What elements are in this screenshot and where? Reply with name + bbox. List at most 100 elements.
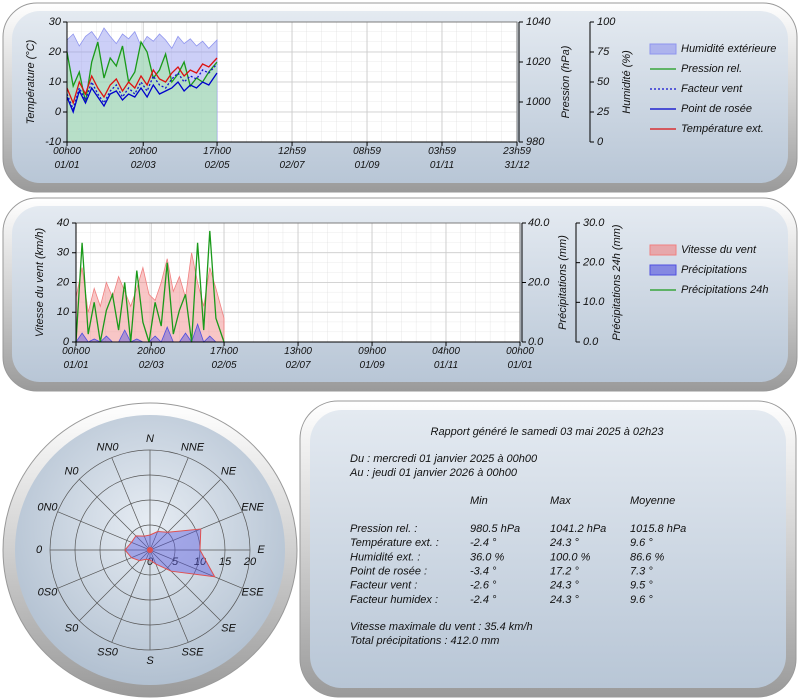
legend-label: Pression rel.: [681, 63, 742, 75]
direction-label: ENE: [241, 501, 264, 513]
legend-label: Humidité extérieure: [681, 43, 776, 55]
y-tick-label: 20: [48, 46, 62, 58]
report-label: Facteur vent :: [350, 580, 417, 592]
series-line: [66, 57, 218, 105]
x-tick-label: 23h59 31/12: [503, 146, 531, 171]
report-value: 86.6 %: [630, 551, 664, 563]
report-value: 980.5 hPa: [470, 523, 520, 535]
spoke: [79, 479, 151, 551]
x-tick-label: 00h00 01/01: [62, 346, 90, 371]
series-line: [66, 72, 218, 114]
r-tick-label: 15: [219, 556, 232, 568]
report-value: 17.2 °: [550, 566, 579, 578]
y-tick-label: 0: [55, 106, 62, 118]
spoke: [57, 511, 151, 551]
report-value: 24.3 °: [549, 580, 579, 592]
report-from: Du : mercredi 01 janvier 2025 à 00h00: [350, 453, 538, 465]
x-tick-label: 08h59 01/09: [353, 146, 381, 171]
legend-swatch: [649, 43, 677, 55]
column-header: Moyenne: [630, 495, 675, 507]
y-tick-label: 10: [49, 76, 62, 88]
direction-label: ESE: [242, 586, 265, 598]
report-value: 24.3 °: [549, 594, 579, 606]
report-value: 24.3 °: [549, 537, 579, 549]
y-tick-label: 100: [597, 16, 616, 28]
y-tick-label: 20: [56, 276, 70, 288]
series-area: [75, 322, 224, 343]
report-value: 9.6 °: [630, 537, 653, 549]
x-tick-label: 20h00 02/03: [137, 346, 166, 371]
y-tick-label: 1020: [526, 56, 551, 68]
spoke: [111, 549, 151, 643]
x-tick-label: 12h59 02/07: [278, 146, 306, 171]
y-tick-label: 50: [597, 76, 610, 88]
y-tick-label: 1000: [526, 96, 551, 108]
direction-label: N: [146, 433, 154, 445]
legend-swatch: [649, 244, 677, 256]
report-value: -2.6 °: [470, 580, 497, 592]
report-value: -2.4 °: [470, 537, 497, 549]
direction-label: S: [146, 655, 154, 667]
r-tick-label: 5: [172, 556, 179, 568]
spoke: [149, 549, 221, 621]
report-label: Facteur humidex :: [350, 594, 438, 606]
y-tick-label: 75: [597, 46, 610, 58]
y-tick-label: 30: [49, 16, 62, 28]
series-fill: [67, 42, 217, 142]
report-panel: [310, 410, 786, 688]
spoke: [111, 457, 151, 551]
report-max-wind: Vitesse maximale du vent : 35.4 km/h: [350, 621, 533, 633]
report-value: 9.5 °: [630, 580, 653, 592]
report-label: Température ext. :: [350, 537, 439, 549]
y-tick-label: 0.0: [528, 336, 544, 348]
y-tick-label: 30: [57, 247, 70, 259]
center-dot: [147, 547, 153, 553]
y-tick-label: 0: [597, 136, 604, 148]
x-tick-label: 17h00 02/05: [210, 346, 238, 371]
axis-title: Vitesse du vent (km/h): [34, 228, 46, 338]
report-value: -2.4 °: [470, 594, 497, 606]
y-tick-label: 10: [57, 306, 70, 318]
y-tick-label: 20.0: [527, 276, 550, 288]
r-tick-label: 20: [243, 556, 257, 568]
axis-title: Pression (hPa): [560, 45, 572, 118]
legend-label: Facteur vent: [681, 83, 743, 95]
direction-label: NNE: [181, 441, 205, 453]
report-label: Pression rel. :: [350, 523, 417, 535]
y-tick-label: 30.0: [583, 217, 605, 229]
rose-area: [124, 528, 216, 578]
report-value: 1041.2 hPa: [550, 523, 606, 535]
y-tick-label: 1040: [526, 16, 551, 28]
series-line: [66, 40, 218, 103]
spoke: [149, 511, 243, 551]
report-total-rain: Total précipitations : 412.0 mm: [350, 635, 499, 647]
x-tick-label: 09h00 01/09: [358, 346, 386, 371]
report-label: Point de rosée :: [350, 566, 427, 578]
y-tick-label: 980: [526, 136, 545, 148]
axis-title: Précipitations (mm): [557, 235, 569, 330]
x-tick-label: 13h00 02/07: [284, 346, 312, 371]
direction-label: E: [257, 544, 265, 556]
direction-label: SE: [221, 622, 236, 634]
direction-label: SSE: [181, 646, 204, 658]
report-to: Au : jeudi 01 janvier 2026 à 00h00: [349, 467, 518, 479]
spoke: [149, 549, 189, 643]
y-tick-label: 25: [596, 106, 610, 118]
r-tick-label: 0: [147, 556, 154, 568]
axis-title: Précipitations 24h (mm): [611, 224, 623, 340]
x-tick-label: 00h00 01/01: [53, 146, 81, 171]
report-value: 100.0 %: [550, 551, 591, 563]
direction-label: 0N0: [37, 501, 58, 513]
direction-label: 0: [36, 544, 43, 556]
spoke: [149, 479, 221, 551]
report-value: -3.4 °: [470, 566, 497, 578]
x-tick-label: 04h00 01/11: [432, 346, 460, 371]
direction-label: N0: [64, 465, 79, 477]
x-tick-label: 17h00 02/05: [203, 146, 231, 171]
spoke: [149, 549, 243, 589]
report-value: 1015.8 hPa: [630, 523, 686, 535]
x-tick-label: 20h00 02/03: [129, 146, 158, 171]
spoke: [79, 549, 151, 621]
